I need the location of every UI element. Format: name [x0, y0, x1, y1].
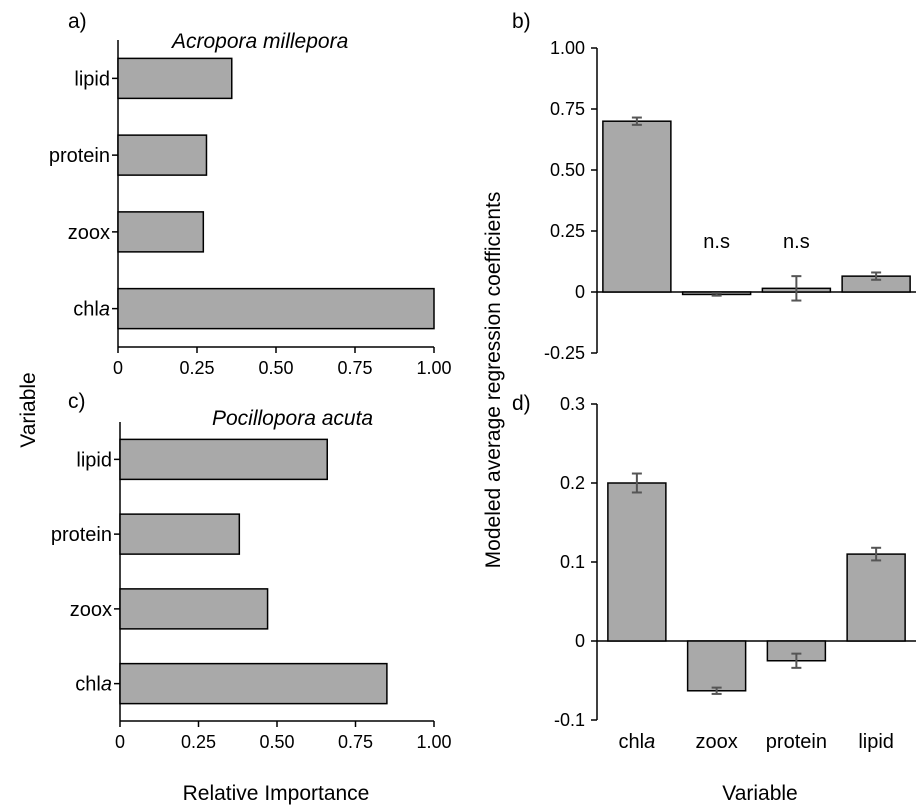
y-tick-label: 0.1 — [560, 552, 585, 572]
bar-chla — [607, 482, 667, 642]
significance-label: n.s — [783, 231, 810, 253]
left-y-axis-title: Variable — [17, 372, 40, 448]
category-label-zoox: zoox — [696, 731, 738, 753]
x-tick-label: 0 — [113, 358, 123, 378]
category-label-chla: chla — [73, 299, 110, 321]
y-tick-label: 0 — [575, 631, 585, 651]
panel-a-label: a) — [68, 10, 87, 33]
bar-zoox — [117, 211, 205, 253]
x-tick-label: 0.25 — [181, 732, 216, 752]
x-tick-label: 0.25 — [179, 358, 214, 378]
bar-chla — [602, 120, 672, 293]
panel-b-chart: -0.25 0 0.25 0.50 0.75 1.00 n.s n.s — [544, 38, 916, 363]
bar-zoox — [119, 588, 269, 630]
y-tick-label: -0.25 — [544, 343, 585, 363]
panel-d-label: d) — [512, 392, 531, 415]
right-x-axis-title: Variable — [722, 782, 798, 805]
bar-lipid — [846, 553, 906, 642]
panel-c-label: c) — [68, 390, 86, 413]
right-y-axis-title: Modeled average regression coefficients — [482, 192, 505, 569]
x-tick-label: 0.75 — [338, 732, 373, 752]
panel-a-chart: 0 0.25 0.50 0.75 1.00 lipid protein zoox chla — [49, 40, 452, 378]
bar-chla — [119, 662, 388, 705]
category-label-protein: protein — [51, 524, 112, 546]
bar-protein — [119, 513, 241, 555]
panel-c-title: Pocillopora acuta — [212, 407, 373, 430]
y-tick-label: 0.2 — [560, 473, 585, 493]
y-tick-label: 1.00 — [550, 38, 585, 58]
x-tick-label: 1.00 — [416, 358, 451, 378]
x-tick-label: 0.50 — [258, 358, 293, 378]
x-tick-label: 0.75 — [337, 358, 372, 378]
x-tick-label: 0 — [115, 732, 125, 752]
panel-d-chart: -0.1 0 0.1 0.2 0.3 chla zoox protein lipid — [554, 394, 916, 753]
category-label-lipid: lipid — [74, 68, 110, 90]
category-label-zoox: zoox — [68, 222, 110, 244]
category-label-zoox: zoox — [70, 599, 112, 621]
category-label-chla: chla — [75, 674, 112, 696]
category-label-protein: protein — [49, 145, 110, 167]
panel-c-chart: 0 0.25 0.50 0.75 1.00 lipid protein zoox chla — [51, 422, 452, 752]
bar-chla — [117, 287, 435, 330]
panel-a-title: Acropora millepora — [170, 30, 348, 53]
x-tick-label: 1.00 — [416, 732, 451, 752]
panel-b-label: b) — [512, 10, 531, 33]
category-label-lipid: lipid — [858, 731, 894, 753]
left-x-axis-title: Relative Importance — [183, 782, 370, 805]
y-tick-label: 0.75 — [550, 99, 585, 119]
y-tick-label: 0.3 — [560, 394, 585, 414]
bar-zoox — [686, 640, 747, 692]
significance-label: n.s — [703, 231, 730, 253]
y-tick-label: 0.25 — [550, 221, 585, 241]
category-label-lipid: lipid — [76, 449, 112, 471]
bar-lipid — [117, 57, 233, 100]
bar-lipid — [119, 438, 328, 481]
category-label-protein: protein — [766, 731, 827, 753]
x-tick-label: 0.50 — [259, 732, 294, 752]
category-label-chla: chla — [619, 731, 656, 753]
y-tick-label: 0.50 — [550, 160, 585, 180]
y-tick-label: 0 — [575, 282, 585, 302]
y-tick-label: -0.1 — [554, 710, 585, 730]
bar-protein — [117, 134, 208, 176]
